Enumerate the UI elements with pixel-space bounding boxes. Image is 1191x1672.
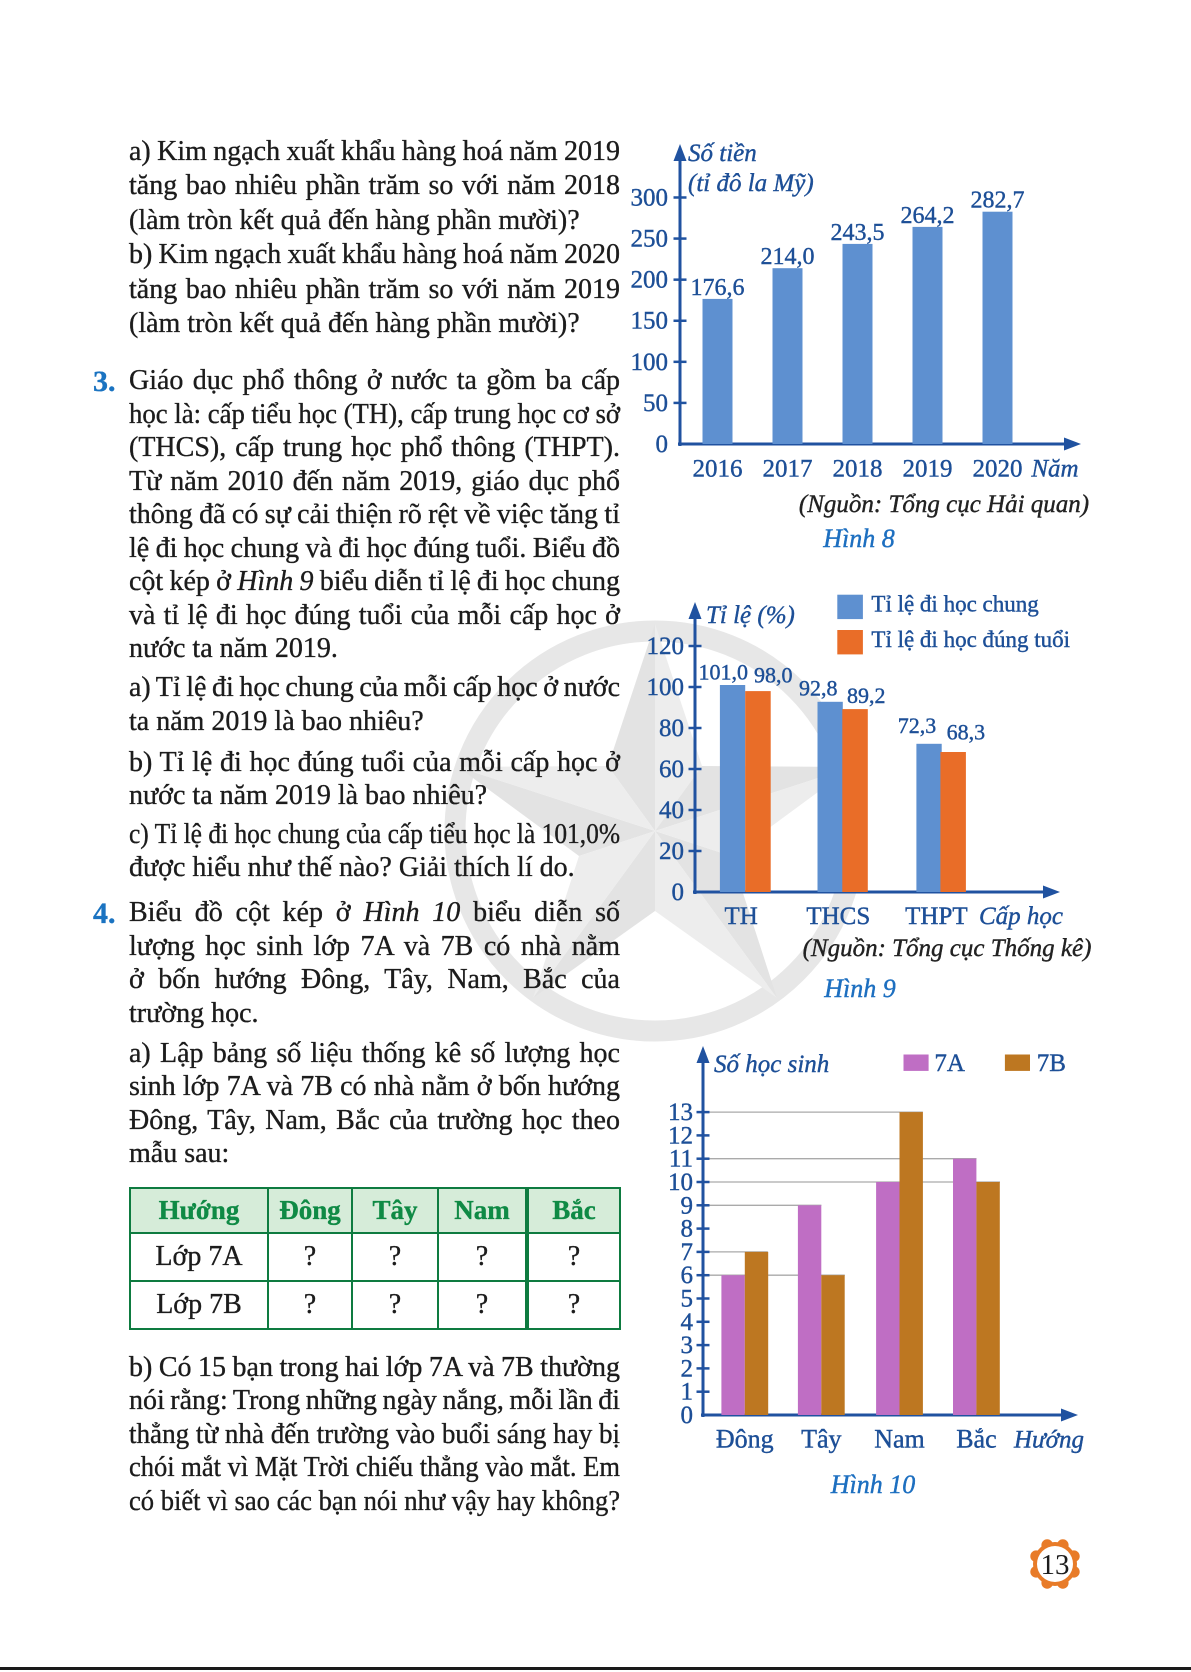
svg-text:11: 11	[669, 1146, 693, 1173]
svg-text:89,2: 89,2	[847, 683, 886, 708]
svg-text:101,0: 101,0	[698, 660, 748, 685]
svg-text:0: 0	[672, 879, 685, 906]
svg-text:Tỉ lệ đi học chung: Tỉ lệ đi học chung	[871, 592, 1039, 617]
svg-text:Hình 10: Hình 10	[830, 1470, 916, 1499]
svg-text:176,6: 176,6	[691, 275, 745, 301]
svg-text:2016: 2016	[693, 456, 743, 483]
svg-text:Bắc: Bắc	[956, 1425, 996, 1454]
svg-text:2019: 2019	[903, 456, 953, 483]
svg-text:80: 80	[659, 715, 684, 742]
svg-text:0: 0	[681, 1402, 694, 1429]
svg-text:12: 12	[668, 1122, 693, 1149]
svg-text:Nam: Nam	[874, 1425, 925, 1454]
svg-text:100: 100	[631, 349, 669, 376]
svg-text:2017: 2017	[763, 456, 813, 483]
svg-text:200: 200	[631, 267, 669, 294]
svg-text:Tỉ lệ (%): Tỉ lệ (%)	[706, 602, 795, 629]
svg-text:5: 5	[681, 1286, 694, 1313]
svg-text:Hướng: Hướng	[1013, 1427, 1084, 1454]
svg-text:Số học sinh: Số học sinh	[714, 1051, 829, 1078]
svg-text:1: 1	[681, 1379, 694, 1406]
svg-text:13: 13	[1041, 1549, 1070, 1581]
svg-text:264,2: 264,2	[901, 203, 955, 229]
svg-text:243,5: 243,5	[831, 220, 885, 246]
svg-text:40: 40	[659, 797, 684, 824]
svg-text:7: 7	[681, 1239, 694, 1266]
svg-text:92,8: 92,8	[799, 675, 838, 700]
svg-text:300: 300	[631, 184, 669, 211]
svg-text:68,3: 68,3	[947, 720, 986, 745]
svg-text:50: 50	[643, 390, 668, 417]
svg-text:150: 150	[631, 308, 669, 335]
svg-text:(Nguồn: Tổng cục Hải quan): (Nguồn: Tổng cục Hải quan)	[799, 491, 1089, 518]
svg-text:Tỉ lệ đi học đúng tuổi: Tỉ lệ đi học đúng tuổi	[871, 627, 1070, 652]
svg-text:7A: 7A	[934, 1050, 965, 1077]
svg-text:120: 120	[647, 633, 685, 660]
svg-text:(tỉ đô la Mỹ): (tỉ đô la Mỹ)	[688, 170, 814, 197]
svg-text:6: 6	[681, 1262, 694, 1289]
svg-text:4: 4	[681, 1309, 694, 1336]
svg-text:100: 100	[647, 674, 685, 701]
svg-text:60: 60	[659, 756, 684, 783]
svg-text:9: 9	[681, 1192, 694, 1219]
svg-text:72,3: 72,3	[898, 713, 937, 738]
svg-text:THCS: THCS	[806, 903, 870, 930]
svg-text:Cấp học: Cấp học	[979, 903, 1063, 930]
svg-text:Số tiền: Số tiền	[688, 140, 757, 167]
svg-text:THPT: THPT	[905, 903, 968, 930]
svg-text:Tây: Tây	[801, 1425, 841, 1454]
svg-text:8: 8	[681, 1216, 694, 1243]
svg-text:Đông: Đông	[716, 1425, 774, 1454]
svg-text:0: 0	[656, 431, 669, 458]
svg-text:20: 20	[659, 838, 684, 865]
svg-text:7B: 7B	[1037, 1050, 1066, 1077]
svg-text:13: 13	[668, 1099, 693, 1126]
svg-text:2018: 2018	[833, 456, 883, 483]
svg-text:2020: 2020	[973, 456, 1023, 483]
svg-text:10: 10	[668, 1169, 693, 1196]
svg-text:98,0: 98,0	[754, 662, 793, 687]
svg-text:(Nguồn: Tổng cục Thống kê): (Nguồn: Tổng cục Thống kê)	[803, 935, 1092, 962]
svg-text:214,0: 214,0	[761, 244, 815, 270]
svg-text:250: 250	[631, 226, 669, 253]
svg-text:Hình 9: Hình 9	[823, 974, 896, 1003]
svg-text:2: 2	[681, 1355, 694, 1382]
svg-text:TH: TH	[725, 903, 758, 930]
svg-text:Năm: Năm	[1030, 456, 1078, 483]
svg-text:282,7: 282,7	[971, 188, 1025, 214]
svg-text:Hình 8: Hình 8	[822, 524, 895, 553]
svg-text:3: 3	[681, 1332, 694, 1359]
